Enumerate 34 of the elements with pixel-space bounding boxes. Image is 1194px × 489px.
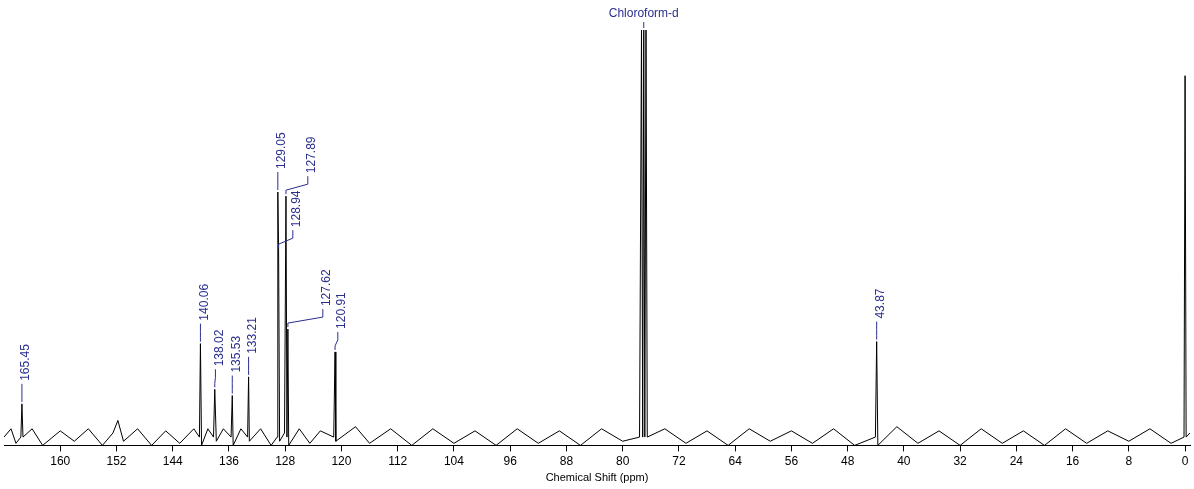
x-tick-label: 128	[275, 453, 296, 468]
x-tick-label: 112	[388, 453, 408, 468]
x-tick-label: 136	[218, 453, 240, 468]
x-tick-label: 80	[615, 453, 630, 468]
x-tick-label: 32	[953, 453, 968, 468]
annotation: 129.05	[274, 131, 289, 170]
x-tick-label: 16	[1065, 453, 1080, 468]
annotation: 128.94	[289, 190, 304, 228]
x-tick-label: 96	[503, 453, 518, 468]
x-tick-label: 160	[50, 453, 71, 468]
x-axis-title: Chemical Shift (ppm)	[545, 471, 649, 484]
annotation: 127.62	[319, 269, 334, 307]
x-tick-label: 104	[443, 453, 465, 468]
x-tick-label: 24	[1009, 453, 1024, 468]
x-tick-label: 120	[331, 453, 352, 468]
annotation: 165.45	[18, 343, 33, 381]
x-tick-label: 40	[897, 453, 911, 468]
x-tick-label: 152	[106, 453, 127, 468]
annotation: 140.06	[196, 283, 211, 321]
annotation: 43.87	[872, 288, 887, 319]
x-tick-label: 0	[1181, 453, 1189, 468]
x-tick-label: 48	[840, 453, 855, 468]
annotation: Chloroform-d	[608, 6, 679, 21]
annotation: 138.02	[211, 329, 226, 367]
x-tick-label: 88	[559, 453, 574, 468]
x-tick-label: 64	[728, 453, 743, 468]
annotation: 135.53	[228, 335, 243, 373]
x-tick-label: 72	[672, 453, 686, 468]
annotation: 127.89	[304, 136, 319, 174]
annotation: 120.91	[334, 291, 349, 329]
x-tick-label: 144	[162, 453, 184, 468]
x-tick-label: 8	[1125, 453, 1133, 468]
x-tick-label: 56	[784, 453, 799, 468]
annotation: 133.21	[244, 316, 259, 354]
